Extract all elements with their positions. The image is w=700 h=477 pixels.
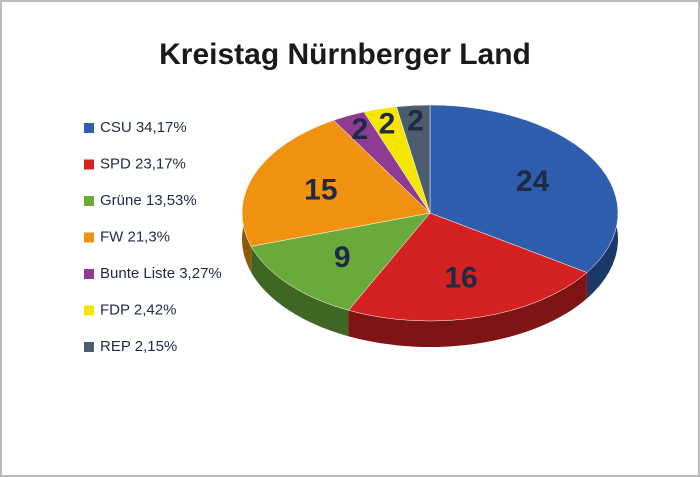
legend-swatch	[84, 269, 94, 279]
legend-label: CSU 34,17%	[100, 119, 187, 136]
slice-side	[251, 246, 349, 337]
slice-label: 15	[304, 173, 337, 206]
legend-swatch	[84, 305, 94, 316]
slice-label: 16	[444, 261, 477, 294]
slice-side	[348, 272, 587, 347]
slice-label: 2	[379, 107, 396, 140]
legend-label: FW 21,3%	[100, 228, 170, 245]
legend-label: Grüne 13,53%	[100, 192, 197, 209]
slice	[396, 104, 431, 214]
legend-swatch	[84, 232, 94, 243]
slice-label: 24	[516, 165, 550, 198]
legend-label: Bunte Liste 3,27%	[100, 265, 222, 282]
slice-label: 9	[334, 241, 351, 274]
legend-swatch	[84, 123, 94, 133]
legend-swatch	[84, 342, 94, 352]
legend-swatch	[84, 159, 94, 170]
slice-label: 2	[407, 104, 424, 137]
slice	[250, 212, 431, 311]
legend-label: SPD 23,17%	[100, 155, 186, 172]
slice-label: 2	[352, 113, 369, 146]
slice	[241, 120, 431, 247]
legend-swatch	[84, 196, 94, 206]
legend-label: FDP 2,42%	[100, 301, 176, 318]
legend-label: REP 2,15%	[100, 338, 177, 355]
chart-title: Kreistag Nürnberger Land	[159, 38, 531, 71]
slice	[347, 212, 588, 322]
